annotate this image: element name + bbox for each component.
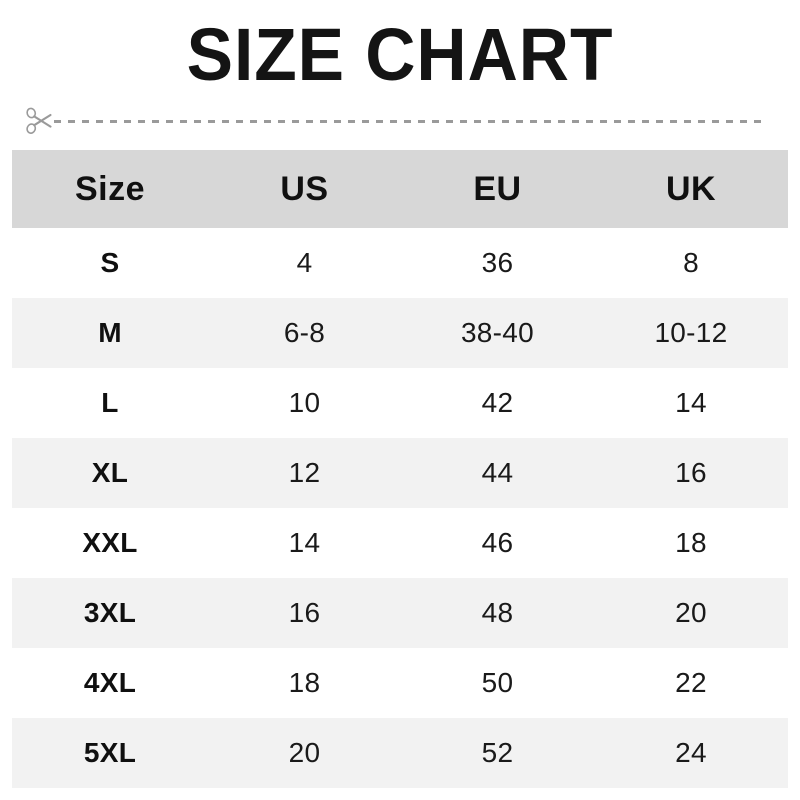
cell-size: 4XL [83,667,137,698]
cell-eu: 50 [481,667,514,698]
cell-uk: 8 [683,247,699,278]
cell-size: L [101,387,119,418]
table-row: 3XL 16 48 20 [12,578,788,648]
scissors-icon [26,107,52,134]
table-header-row: Size US EU UK [12,150,788,228]
table-row: 5XL 20 52 24 [12,718,788,788]
cut-line [24,106,772,136]
cell-us: 18 [288,667,321,698]
cell-eu: 44 [481,457,514,488]
table-row: L 10 42 14 [12,368,788,438]
cell-uk: 16 [675,457,707,488]
table-row: S 4 36 8 [12,228,788,298]
size-chart-table: Size US EU UK S 4 36 8 M 6-8 38-40 10-12… [12,150,788,788]
column-header-eu: EU [473,169,522,208]
cell-size: XL [91,457,129,488]
cell-us: 6-8 [283,317,326,348]
page-title-container: SIZE CHART [0,18,800,92]
column-header-size: Size [74,169,146,208]
cell-eu: 46 [481,527,514,558]
cell-uk: 18 [675,527,707,558]
table-body: S 4 36 8 M 6-8 38-40 10-12 L 10 42 14 XL… [12,228,788,788]
cell-uk: 20 [675,597,707,628]
cell-eu: 36 [481,247,514,278]
page-title: SIZE CHART [186,13,614,96]
table-row: 4XL 18 50 22 [12,648,788,718]
table-row: M 6-8 38-40 10-12 [12,298,788,368]
cell-eu: 42 [481,387,514,418]
cell-eu: 52 [481,737,514,768]
column-header-uk: UK [665,169,717,208]
table-header: Size US EU UK [12,150,788,228]
cell-size: XXL [82,527,138,558]
cell-size: 5XL [83,737,137,768]
cell-us: 20 [288,737,321,768]
dashed-separator-line [54,120,768,123]
cell-us: 14 [288,527,321,558]
cell-us: 12 [288,457,321,488]
cell-uk: 24 [675,737,707,768]
cell-us: 4 [296,247,313,278]
cell-uk: 14 [675,387,707,418]
cell-size: M [98,317,122,348]
cell-size: S [100,247,120,278]
table-row: XXL 14 46 18 [12,508,788,578]
cell-us: 16 [288,597,321,628]
cell-size: 3XL [83,597,137,628]
cell-eu: 38-40 [460,317,535,348]
cell-uk: 22 [675,667,707,698]
cell-uk: 10-12 [654,317,728,348]
cell-eu: 48 [481,597,514,628]
cell-us: 10 [288,387,321,418]
column-header-us: US [280,169,329,208]
table-row: XL 12 44 16 [12,438,788,508]
